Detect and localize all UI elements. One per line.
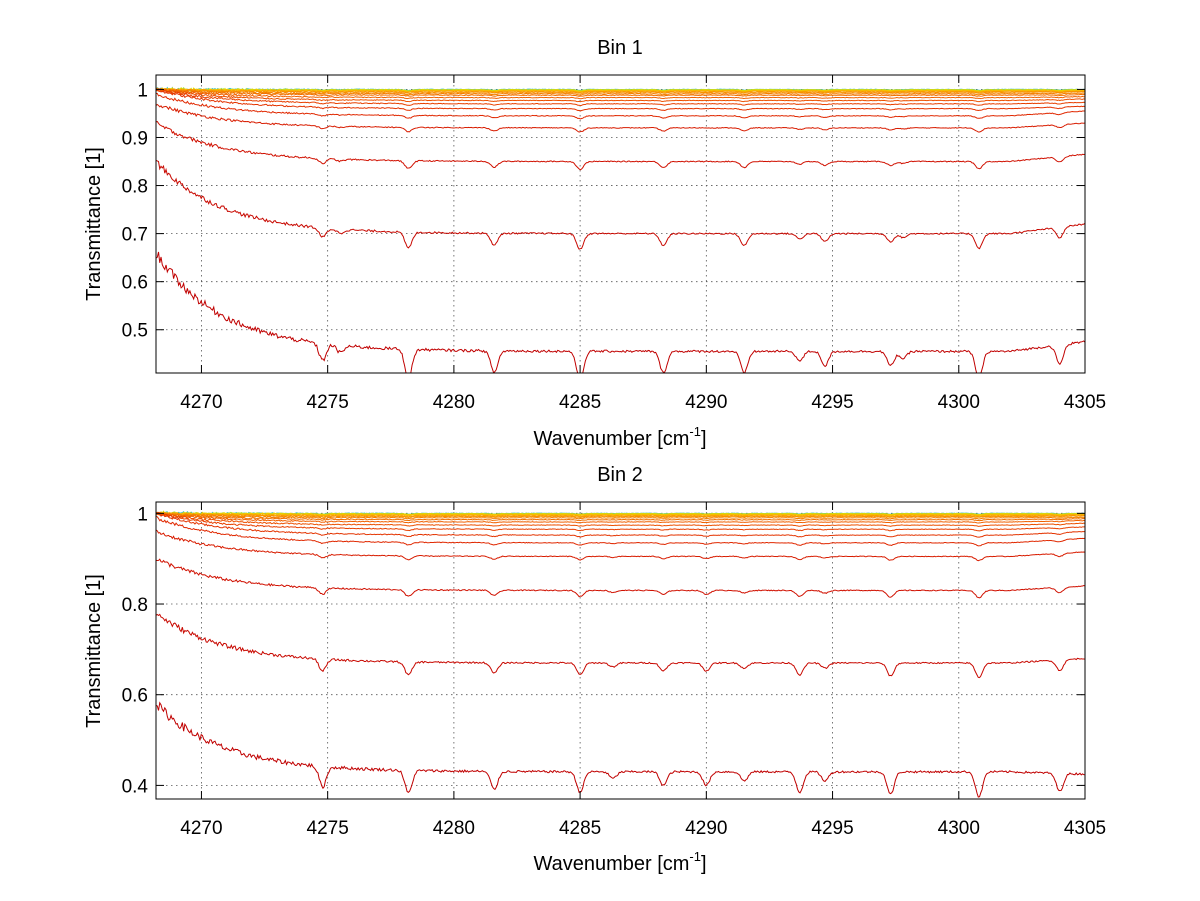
series-line [156,511,1085,518]
x-tick-label: 4290 [685,392,727,413]
x-tick-label: 4275 [307,818,349,839]
plot-frame [155,74,1086,374]
y-axis-label: Transmittance [1] [83,574,105,728]
plot-area [156,75,1085,373]
y-tick-label: 0.4 [122,776,149,797]
x-tick-labels: 4270 4275 4280 4285 4290 4295 4300 4305 [180,818,1106,839]
x-axis-label-superscript: -1 [689,424,701,439]
plot-area [156,502,1085,799]
y-tick-label: 0.5 [122,321,148,342]
tick-marks [156,75,1086,373]
x-tick-label: 4280 [433,392,475,413]
series-line [156,103,1085,133]
x-axis-label: Wavenumber [cm-1] [533,849,706,875]
series-line [156,511,1085,524]
series-line [156,87,1085,93]
x-tick-label: 4275 [307,392,349,413]
series-line [156,88,1085,100]
series-group [156,86,1085,373]
x-tick-label: 4270 [180,818,222,839]
x-tick-label: 4300 [938,818,980,839]
series-line [156,88,1085,95]
y-tick-label: 1 [137,504,148,525]
series-line [156,251,1085,373]
series-line [156,88,1085,107]
y-tick-labels: 0.4 0.6 0.8 1 [122,504,149,797]
series-line [156,701,1085,798]
x-tick-label: 4270 [180,392,222,413]
series-line [156,512,1085,518]
y-axis-label: Transmittance [1] [83,147,105,301]
y-tick-label: 0.7 [122,225,148,246]
tick-marks [156,502,1086,799]
chart-title: Bin 1 [597,37,643,59]
x-tick-labels: 4270 4275 4280 4285 4290 4295 4300 4305 [180,392,1106,413]
series-line [156,120,1085,171]
x-tick-label: 4285 [559,818,601,839]
series-group [156,510,1085,798]
series-line [156,529,1085,562]
x-tick-label: 4295 [811,818,853,839]
y-tick-label: 0.8 [122,595,148,616]
y-tick-label: 0.6 [122,686,148,707]
series-line [156,88,1085,96]
x-tick-label: 4305 [1064,818,1106,839]
chart-panel-bin-2: 4270 4275 4280 4285 4290 4295 4300 4305 0.40.60… [83,464,1106,875]
series-line [156,159,1085,250]
y-tick-label: 0.9 [122,128,148,149]
y-tick-label: 0.6 [122,273,148,294]
chart-panel-bin-1: 4270 4275 4280 4285 4290 4295 4300 4305 0.50.60… [83,37,1106,450]
x-tick-label: 4295 [811,392,853,413]
series-line [156,511,1085,532]
x-tick-label: 4290 [685,818,727,839]
chart-title: Bin 2 [597,464,643,486]
x-tick-label: 4280 [433,818,475,839]
x-tick-label: 4305 [1064,392,1106,413]
series-line [156,88,1085,103]
plot-frame [155,501,1086,800]
series-line [156,512,1085,538]
y-tick-labels: 0.5 0.6 0.7 0.8 0.9 1 [122,80,148,341]
series-line [156,92,1085,120]
x-tick-label: 4285 [559,392,601,413]
series-line [156,558,1085,599]
series-line [156,511,1085,520]
series-line [156,613,1085,679]
y-tick-label: 1 [137,80,148,101]
series-line [156,515,1085,547]
x-axis-label-superscript: -1 [689,849,701,864]
x-axis-label: Wavenumber [cm-1] [533,424,706,450]
series-line [156,88,1085,97]
series-line [156,88,1085,112]
y-tick-label: 0.8 [122,177,148,198]
series-line [156,87,1085,94]
series-line [156,511,1085,517]
series-line [156,510,1085,516]
x-tick-label: 4300 [938,392,980,413]
series-line [156,513,1085,527]
series-line [156,512,1085,522]
